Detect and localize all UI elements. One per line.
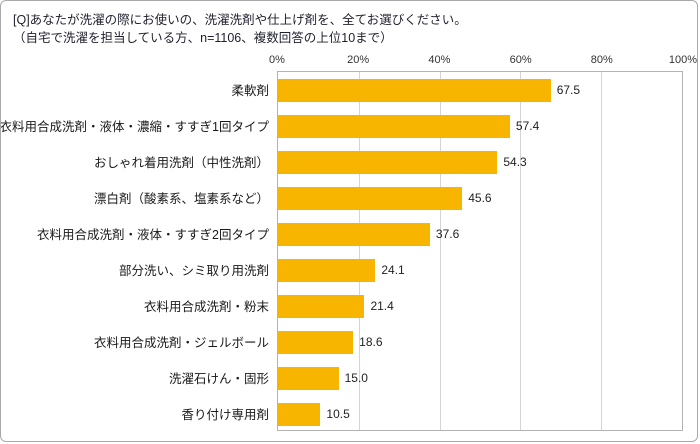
gridline — [601, 72, 603, 430]
value-label: 10.5 — [326, 407, 350, 421]
axis-tick-label: 60% — [509, 54, 532, 66]
gridline — [439, 72, 441, 430]
bar — [278, 186, 463, 210]
bars-container: 67.5 57.4 54.3 45.6 37.6 24.1 21.4 18.6 15.0 10.5 — [278, 72, 682, 430]
bar-row: 15.0 — [278, 360, 682, 396]
chart-title-line1: [Q]あなたが洗濯の際にお使いの、洗濯洗剤や仕上げ剤を、全てお選びください。 — [13, 13, 467, 27]
value-label: 24.1 — [381, 263, 405, 277]
bar-chart: 0% 20% 40% 60% 80% 100% 柔軟剤衣料用合成洗剤・液体・濃縮・すすぎ1… — [0, 53, 697, 431]
value-label: 37.6 — [435, 227, 460, 241]
category-label: 香り付け専用剤 — [181, 407, 269, 422]
bar — [278, 330, 354, 354]
value-label: 18.6 — [359, 335, 383, 349]
bar — [278, 402, 321, 426]
plot-area: 67.5 57.4 54.3 45.6 37.6 24.1 21.4 18.6 15.0 10.5 — [277, 71, 683, 431]
axis-tick-label: 100% — [668, 54, 698, 66]
axis-tick-label: 0% — [269, 54, 285, 66]
chart-title-line2: （自宅で洗濯を担当している方、n=1106、複数回答の上位10まで） — [13, 31, 393, 46]
category-label: 衣料用合成洗剤・ジェルボール — [93, 335, 269, 350]
category-label: 部分洗い、シミ取り用洗剤 — [118, 263, 269, 278]
bar — [278, 366, 339, 390]
value-label: 57.4 — [515, 119, 540, 133]
category-label: 漂白剤（酸素系、塩素系など） — [93, 191, 269, 206]
axis-tick-label: 40% — [428, 54, 451, 66]
bar-row: 37.6 — [278, 216, 682, 252]
category-labels: 柔軟剤衣料用合成洗剤・液体・濃縮・すすぎ1回タイプおしゃれ着用洗剤（中性洗剤） 漂… — [0, 71, 277, 431]
bar — [278, 114, 510, 138]
bar-row: 57.4 — [278, 108, 682, 144]
axis-tick-area: 0% 20% 40% 60% 80% 100% — [269, 53, 697, 71]
bar-row: 10.5 — [278, 396, 682, 432]
bar — [278, 294, 365, 318]
bar-row: 18.6 — [278, 324, 682, 360]
bar-row: 21.4 — [278, 288, 682, 324]
axis-tick-label: 20% — [347, 54, 370, 66]
value-label: 54.3 — [503, 155, 527, 169]
axis-spacer — [9, 53, 277, 71]
chart-title: [Q]あなたが洗濯の際にお使いの、洗濯洗剤や仕上げ剤を、全てお選びください。 （自… — [1, 1, 697, 49]
x-axis: 0% 20% 40% 60% 80% 100% — [9, 53, 697, 71]
value-label: 21.4 — [370, 299, 394, 313]
bar-row: 54.3 — [278, 144, 682, 180]
value-label: 67.5 — [556, 83, 581, 97]
bar — [278, 222, 430, 246]
bar — [278, 150, 498, 174]
category-label: 衣料用合成洗剤・液体・すすぎ2回タイプ — [37, 227, 269, 242]
category-label: 洗濯石けん・固形 — [168, 371, 269, 386]
value-label: 45.6 — [468, 191, 492, 205]
axis-tick-label: 80% — [590, 54, 613, 66]
category-label: 衣料用合成洗剤・液体・濃縮・すすぎ1回タイプ — [0, 119, 269, 134]
bar-row: 67.5 — [278, 72, 682, 108]
category-label: 衣料用合成洗剤・粉末 — [143, 299, 269, 314]
gridline — [520, 72, 522, 430]
category-label: おしゃれ着用洗剤（中性洗剤） — [93, 155, 269, 170]
value-label: 15.0 — [344, 371, 368, 385]
category-label: 柔軟剤 — [231, 83, 269, 98]
gridline — [358, 72, 360, 430]
chart-body: 柔軟剤衣料用合成洗剤・液体・濃縮・すすぎ1回タイプおしゃれ着用洗剤（中性洗剤） 漂… — [0, 71, 683, 431]
bar-row: 45.6 — [278, 180, 682, 216]
bar-row: 24.1 — [278, 252, 682, 288]
bar — [278, 78, 551, 102]
bar — [278, 258, 376, 282]
